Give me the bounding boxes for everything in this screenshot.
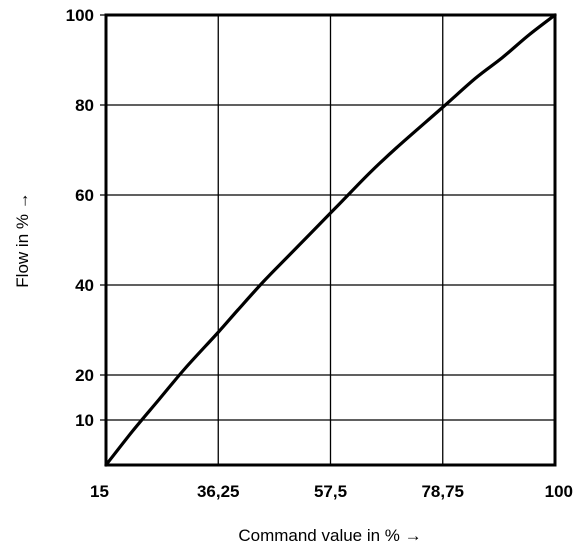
- y-tick-label: 10: [75, 411, 94, 430]
- x-axis-label: Command value in % →: [238, 526, 421, 545]
- y-tick-label: 80: [75, 96, 94, 115]
- plot-frame: [104, 13, 557, 467]
- y-tick-label: 60: [75, 186, 94, 205]
- x-tick-labels: 15 36,25 57,5 78,75 100: [90, 482, 573, 501]
- x-tick-label: 78,75: [421, 482, 464, 501]
- grid: [100, 14, 556, 465]
- x-tick-label: 57,5: [314, 482, 347, 501]
- y-tick-label: 40: [75, 276, 94, 295]
- x-tick-label: 15: [90, 482, 109, 501]
- curve-layer: [104, 13, 557, 467]
- y-axis-label: Flow in % →: [13, 192, 32, 287]
- x-tick-label: 100: [545, 482, 573, 501]
- y-tick-label: 20: [75, 366, 94, 385]
- y-tick-label: 100: [66, 6, 94, 25]
- y-tick-labels: 10 20 40 60 80 100: [66, 6, 94, 430]
- x-tick-label: 36,25: [197, 482, 240, 501]
- flow-curve-0: [104, 13, 557, 467]
